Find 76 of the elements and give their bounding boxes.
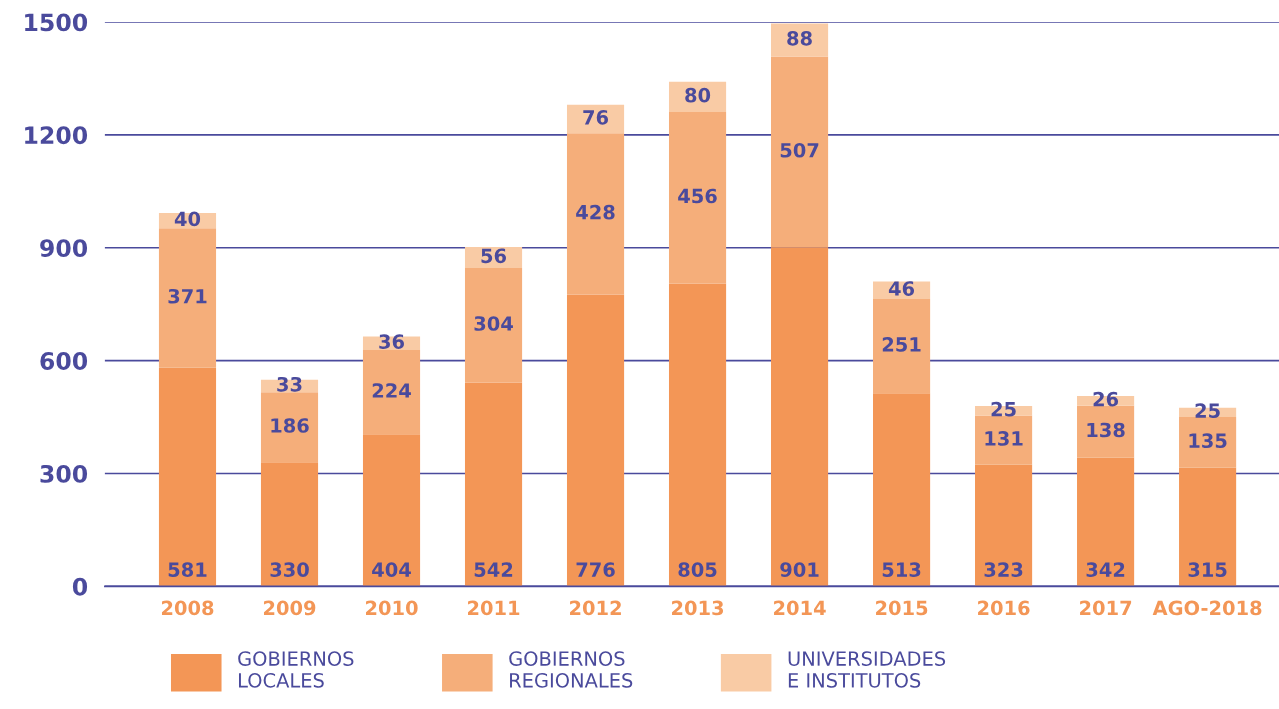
data-label: 805 [678,562,717,577]
bar [566,294,625,587]
legend-label: UNIVERSIDADES E INSTITUTOS [788,651,946,688]
data-label: 138 [1087,422,1125,438]
bar [1077,457,1135,587]
data-label: 304 [474,316,513,331]
legend-label: GOBIERNOS LOCALES [238,651,354,688]
bar [464,382,523,587]
bar [771,23,829,57]
data-label: 46 [888,281,915,296]
bar [1179,417,1237,468]
data-label: 371 [168,288,207,304]
data-label: 25 [1195,403,1220,418]
bar [260,462,319,587]
bar [260,392,319,463]
x-tick-label: AGO-2018 [1152,600,1262,616]
y-tick-label: 1500 [25,13,88,32]
bar [668,111,727,284]
bar [1077,405,1135,458]
x-tick-label: 2011 [468,600,520,616]
data-label: 342 [1086,562,1125,577]
bar [668,283,727,587]
bar [566,133,625,295]
data-label: 315 [1188,562,1227,577]
bar [975,464,1033,587]
data-label: 76 [583,110,609,125]
bar [362,434,421,587]
x-tick-label: 2017 [1080,600,1132,616]
bar [158,367,217,587]
x-tick-label: 2008 [161,600,214,616]
y-tick-label: 0 [72,577,88,596]
legend-label: GOBIERNOS REGIONALES [509,651,633,688]
x-tick-label: 2016 [978,600,1030,616]
data-label: 224 [372,383,411,398]
y-tick-label: 1200 [25,126,88,145]
x-tick-label: 2009 [263,600,316,616]
data-label: 507 [780,142,819,158]
bar [873,393,931,587]
x-tick-label: 2013 [672,600,724,616]
data-label: 404 [372,562,411,577]
bar [771,56,829,248]
bar [873,298,931,394]
data-label: 513 [882,562,921,577]
y-tick-label: 600 [40,352,88,370]
data-label: 135 [1189,433,1227,449]
data-label: 323 [984,562,1023,577]
data-label: 131 [985,431,1023,446]
x-tick-label: 2010 [366,600,418,616]
data-label: 26 [1093,391,1119,407]
data-label: 36 [379,334,405,349]
data-label: 40 [174,211,201,227]
data-label: 25 [991,401,1016,417]
data-label: 456 [678,188,717,204]
bar [362,350,421,435]
data-label: 33 [277,376,302,392]
bar [464,268,523,383]
x-tick-label: 2015 [876,600,928,616]
bar [1179,467,1237,587]
data-label: 186 [271,418,309,433]
data-label: 56 [481,248,507,264]
data-label: 776 [576,562,615,577]
data-label: 80 [685,87,711,103]
data-label: 542 [474,562,513,577]
x-tick-label: 2014 [774,600,826,616]
x-tick-label: 2012 [570,600,621,616]
y-tick-label: 300 [40,464,88,483]
data-label: 428 [576,204,615,220]
bar [771,247,829,587]
data-label: 330 [270,562,309,577]
data-label: 901 [780,562,819,577]
data-label: 581 [168,562,207,577]
y-tick-label: 900 [40,239,88,258]
data-label: 251 [882,337,921,352]
bar [158,228,217,368]
data-label: 88 [787,30,812,46]
bar [975,415,1033,465]
